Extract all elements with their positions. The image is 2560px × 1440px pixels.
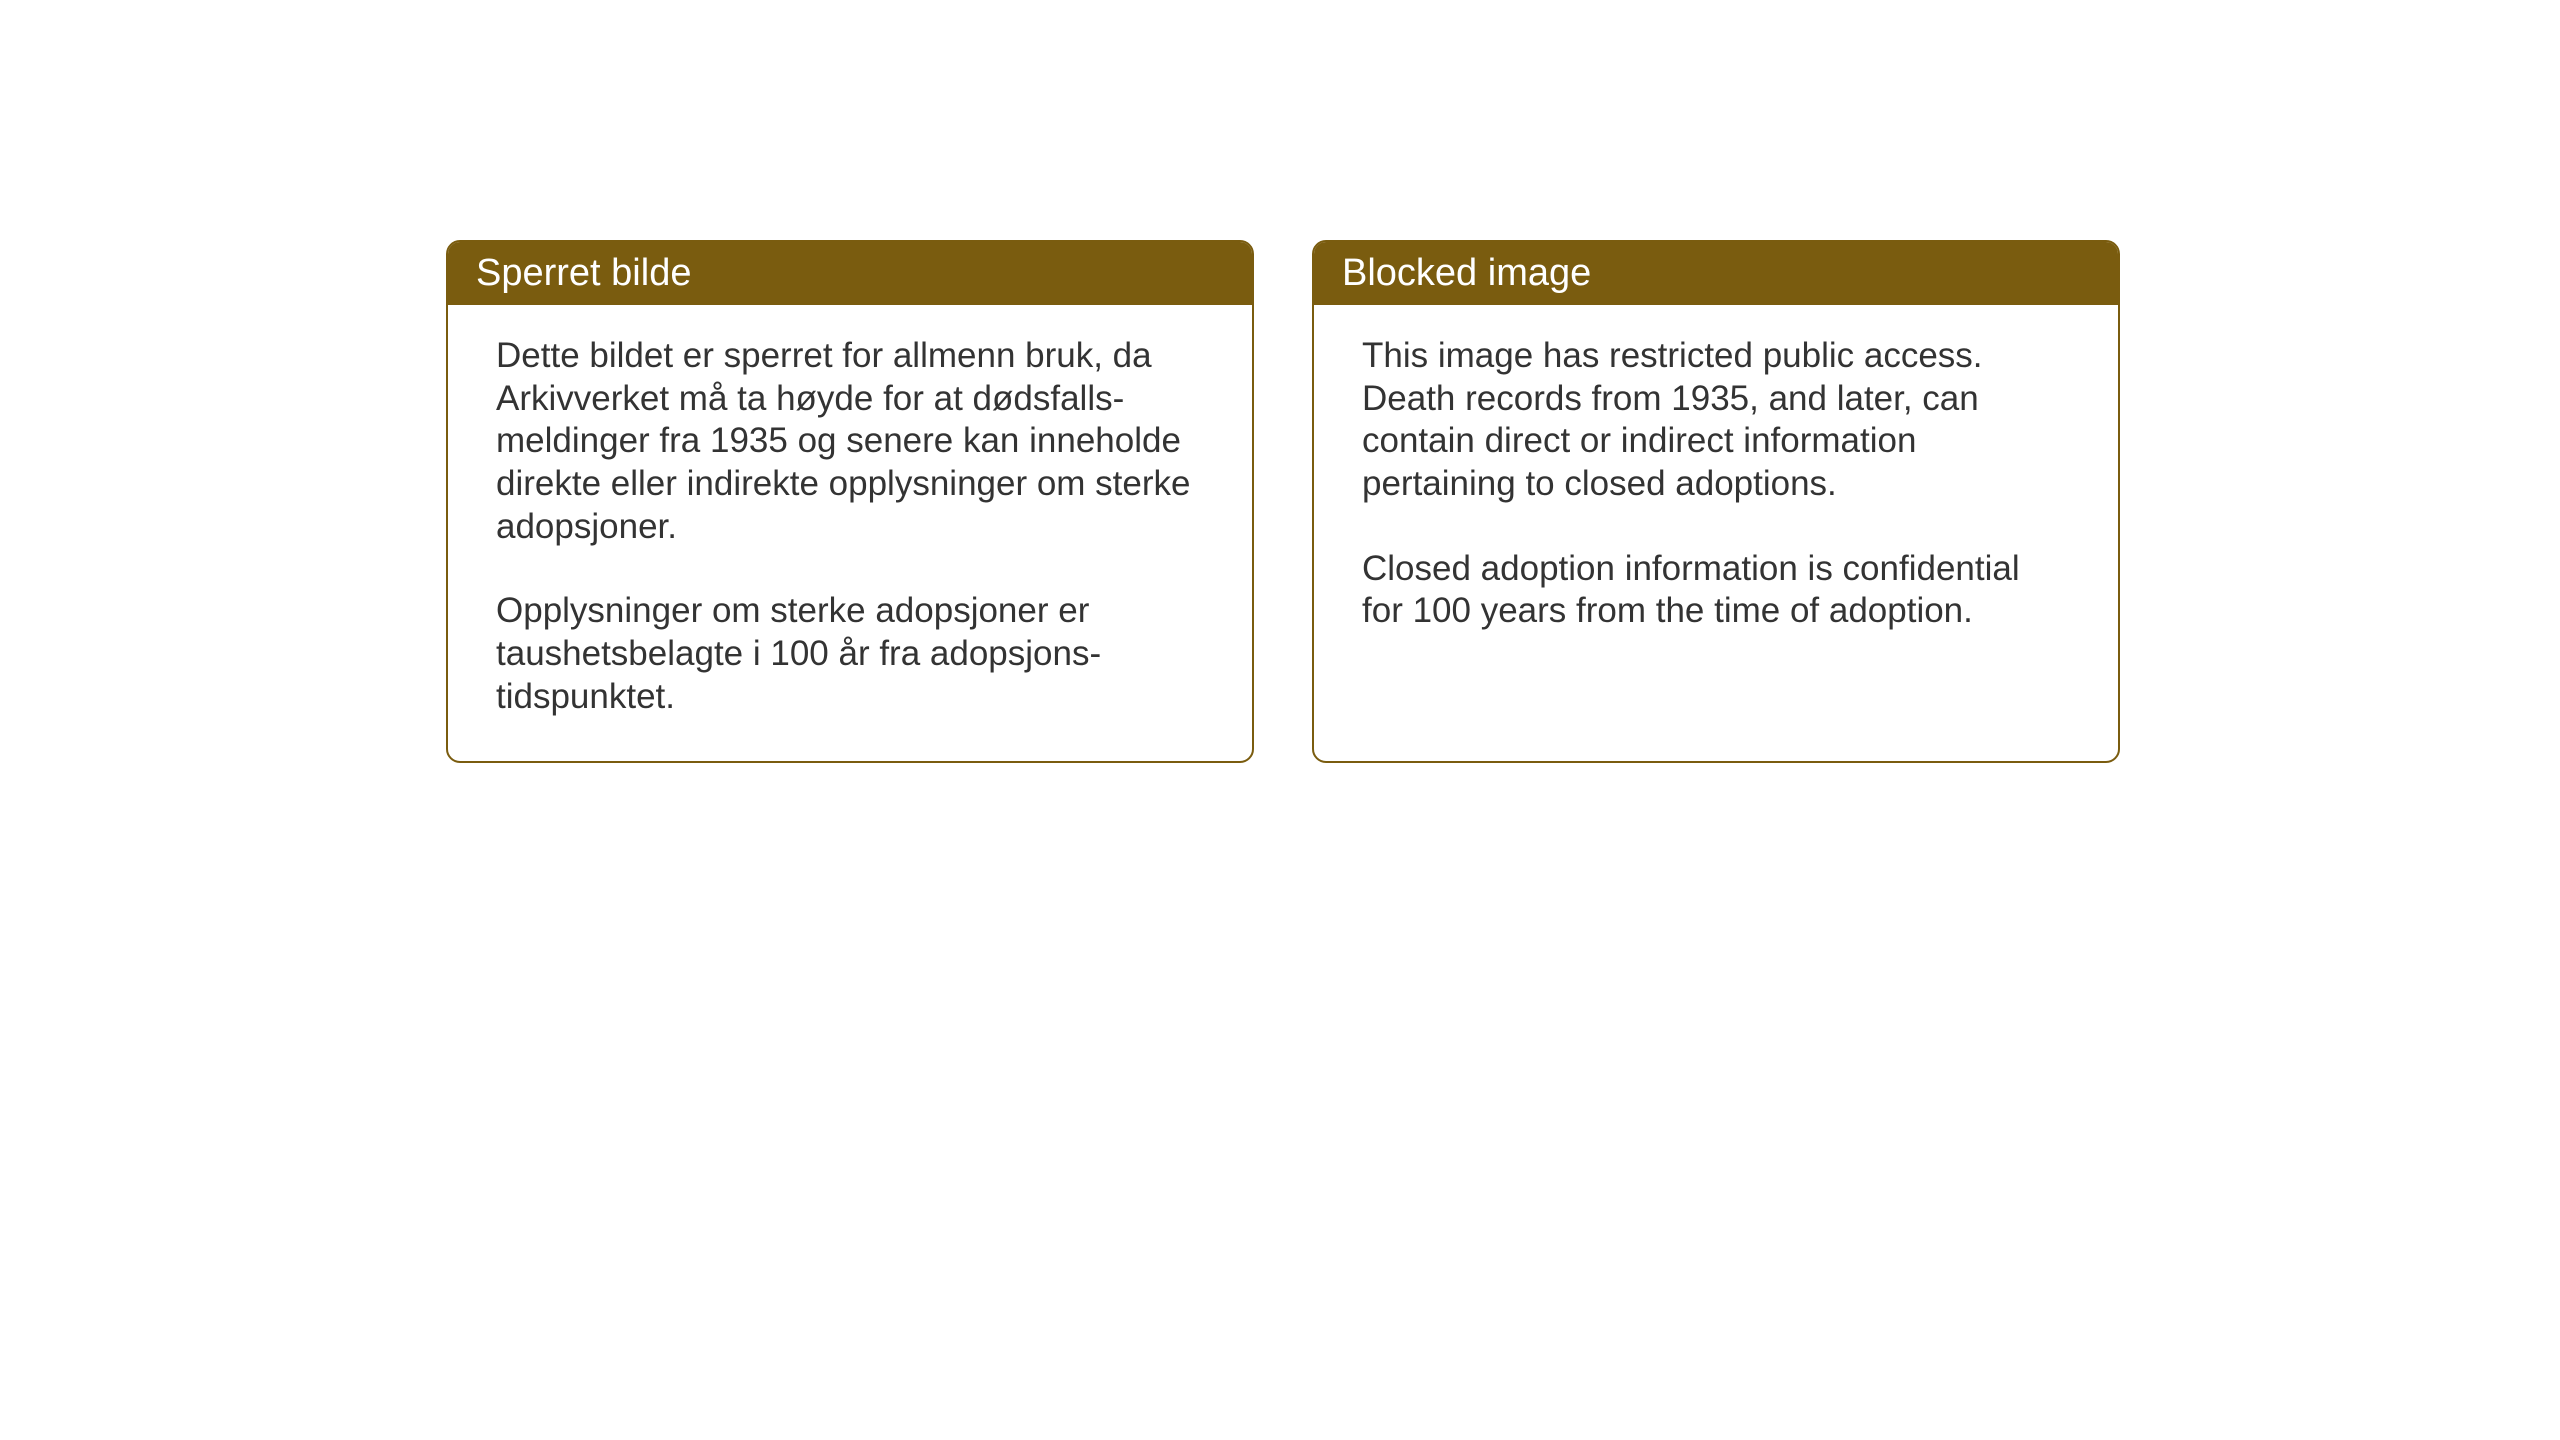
english-notice-title: Blocked image	[1314, 242, 2118, 305]
norwegian-paragraph-1: Dette bildet er sperret for allmenn bruk…	[496, 335, 1204, 548]
notices-container: Sperret bilde Dette bildet er sperret fo…	[446, 240, 2560, 763]
english-notice-body: This image has restricted public access.…	[1314, 305, 2118, 675]
norwegian-notice-box: Sperret bilde Dette bildet er sperret fo…	[446, 240, 1254, 763]
english-paragraph-2: Closed adoption information is confident…	[1362, 548, 2070, 633]
english-notice-box: Blocked image This image has restricted …	[1312, 240, 2120, 763]
norwegian-notice-body: Dette bildet er sperret for allmenn bruk…	[448, 305, 1252, 761]
english-paragraph-1: This image has restricted public access.…	[1362, 335, 2070, 506]
norwegian-notice-title: Sperret bilde	[448, 242, 1252, 305]
norwegian-paragraph-2: Opplysninger om sterke adopsjoner er tau…	[496, 590, 1204, 718]
